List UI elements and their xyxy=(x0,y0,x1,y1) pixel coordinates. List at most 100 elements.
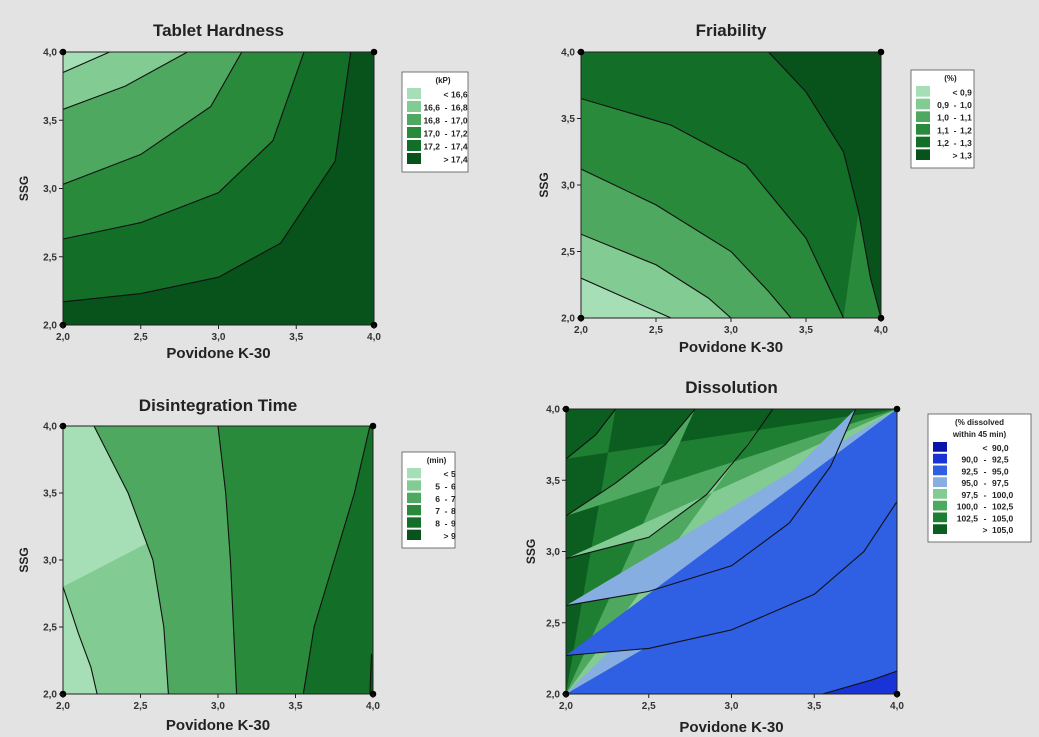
legend-range-low: 5 xyxy=(435,482,440,492)
legend-range-high: 105,0 xyxy=(992,513,1014,523)
legend-range-high: 1,3 xyxy=(960,138,972,148)
y-tick-label: 3,5 xyxy=(546,476,560,487)
legend-range-sep: - xyxy=(445,506,448,516)
contour-line-5 xyxy=(566,501,897,657)
y-tick-label: 2,5 xyxy=(43,252,57,263)
legend-swatch xyxy=(916,149,930,160)
legend-swatch xyxy=(407,529,421,540)
panel-title: Tablet Hardness xyxy=(153,21,284,40)
legend-swatch xyxy=(407,153,421,164)
legend-swatch xyxy=(407,492,421,503)
contour-band-6 xyxy=(822,671,897,694)
x-tick-label: 3,5 xyxy=(289,332,303,343)
y-tick-label: 3,5 xyxy=(43,116,57,127)
x-tick-label: 3,0 xyxy=(725,701,739,712)
design-point-4 xyxy=(369,422,377,430)
legend-swatch xyxy=(407,468,421,479)
x-axis-label: Povidone K-30 xyxy=(166,717,270,734)
legend-range-sep: - xyxy=(445,142,448,152)
legend-range-high: 97,5 xyxy=(992,478,1009,488)
legend-range-sep: - xyxy=(984,478,987,488)
legend-range-sep: < xyxy=(444,90,449,100)
legend-swatch xyxy=(933,442,947,452)
legend-range-high: 1,0 xyxy=(960,100,972,110)
y-tick-label: 3,0 xyxy=(43,556,57,567)
legend-swatch xyxy=(933,489,947,499)
legend-range-low: 100,0 xyxy=(957,502,979,512)
legend-range-low: 97,5 xyxy=(961,490,978,500)
y-tick-label: 2,0 xyxy=(546,690,560,701)
legend-range-low: 90,0 xyxy=(961,455,978,465)
legend-range-sep: - xyxy=(445,116,448,126)
panel-title: Friability xyxy=(696,21,767,40)
x-tick-label: 2,0 xyxy=(574,325,588,336)
legend-range-low: 7 xyxy=(435,506,440,516)
legend: (%)< 0,90,9-1,01,0-1,11,1-1,21,2-1,3> 1,3 xyxy=(910,69,975,169)
x-tick-label: 2,5 xyxy=(642,701,656,712)
legend-range-high: 17,2 xyxy=(451,129,468,139)
legend-range-low: 1,2 xyxy=(937,138,949,148)
legend-range-low: 0,9 xyxy=(937,100,949,110)
legend-swatch xyxy=(407,127,421,138)
y-tick-label: 4,0 xyxy=(546,405,560,416)
contour-fill-group xyxy=(63,426,373,694)
legend-swatch xyxy=(407,101,421,112)
x-tick-label: 3,0 xyxy=(724,325,738,336)
legend-range-sep: - xyxy=(984,502,987,512)
design-point-4 xyxy=(877,48,885,56)
legend-range-low: 95,0 xyxy=(961,478,978,488)
contour-band-5 xyxy=(63,52,374,325)
x-tick-label: 2,0 xyxy=(56,701,70,712)
legend-range-sep: - xyxy=(445,103,448,113)
legend: (kP)< 16,616,6-16,816,8-17,017,0-17,217,2… xyxy=(401,71,469,173)
contour-line-6 xyxy=(822,670,897,694)
contour-band-4 xyxy=(303,426,373,694)
legend-swatch xyxy=(933,500,947,511)
legend-swatch xyxy=(407,114,421,125)
legend-range-high: 17,4 xyxy=(451,142,468,152)
legend-swatch xyxy=(933,524,947,534)
legend-range-high: 1,2 xyxy=(960,125,972,135)
x-tick-label: 2,0 xyxy=(559,701,573,712)
legend-range-high: 17,0 xyxy=(451,116,468,126)
x-tick-label: 2,5 xyxy=(649,325,663,336)
y-tick-label: 2,5 xyxy=(546,618,560,629)
y-tick-label: 2,5 xyxy=(561,247,575,258)
y-tick-label: 2,0 xyxy=(561,314,575,325)
panel-1: 2,0 2,5 3,0 3,5 4,0 2,0 2,5 3,0 3,5 4,0 Tablet Har… xyxy=(17,21,469,362)
legend-swatch xyxy=(407,517,421,528)
contour-line-3 xyxy=(566,409,774,560)
legend-range-low: 1,1 xyxy=(937,125,949,135)
legend-range-high: 1,1 xyxy=(960,113,972,123)
y-tick-label: 4,0 xyxy=(561,48,575,59)
legend-range-low: 92,5 xyxy=(961,466,978,476)
panel-title: Dissolution xyxy=(685,378,778,397)
y-axis-label: SSG xyxy=(524,539,538,564)
legend-range-high: 100,0 xyxy=(992,490,1014,500)
legend-range-high: 16,8 xyxy=(451,103,468,113)
panel-3: 2,0 2,5 3,0 3,5 4,0 2,0 2,5 3,0 3,5 4,0 Disintegra… xyxy=(17,396,456,734)
contour-line-2 xyxy=(566,409,696,517)
legend-range-high: 8 xyxy=(451,506,456,516)
contour-band-4 xyxy=(581,52,881,318)
y-tick-label: 2,0 xyxy=(43,321,57,332)
legend-swatch xyxy=(407,140,421,151)
x-axis-label: Povidone K-30 xyxy=(679,339,783,356)
legend-swatch xyxy=(916,111,930,122)
legend-range-sep: - xyxy=(984,466,987,476)
legend-range-high: 0,9 xyxy=(960,87,972,97)
legend-range-low: 1,0 xyxy=(937,113,949,123)
contour-line-4 xyxy=(63,52,305,240)
x-axis-label: Povidone K-30 xyxy=(166,345,270,362)
panel-2: 2,0 2,5 3,0 3,5 4,0 2,0 2,5 3,0 3,5 4,0 Friability… xyxy=(537,21,975,356)
y-tick-label: 4,0 xyxy=(43,48,57,59)
contour-line-3 xyxy=(581,168,792,318)
y-tick-label: 3,0 xyxy=(43,184,57,195)
legend-title: (kP) xyxy=(435,76,450,85)
legend-swatch xyxy=(933,465,947,476)
panel-4: 2,0 2,5 3,0 3,5 4,0 2,0 2,5 3,0 3,5 4,0 Dissolutio… xyxy=(524,378,1032,736)
y-tick-label: 3,5 xyxy=(561,114,575,125)
contour-line-5 xyxy=(369,653,373,694)
